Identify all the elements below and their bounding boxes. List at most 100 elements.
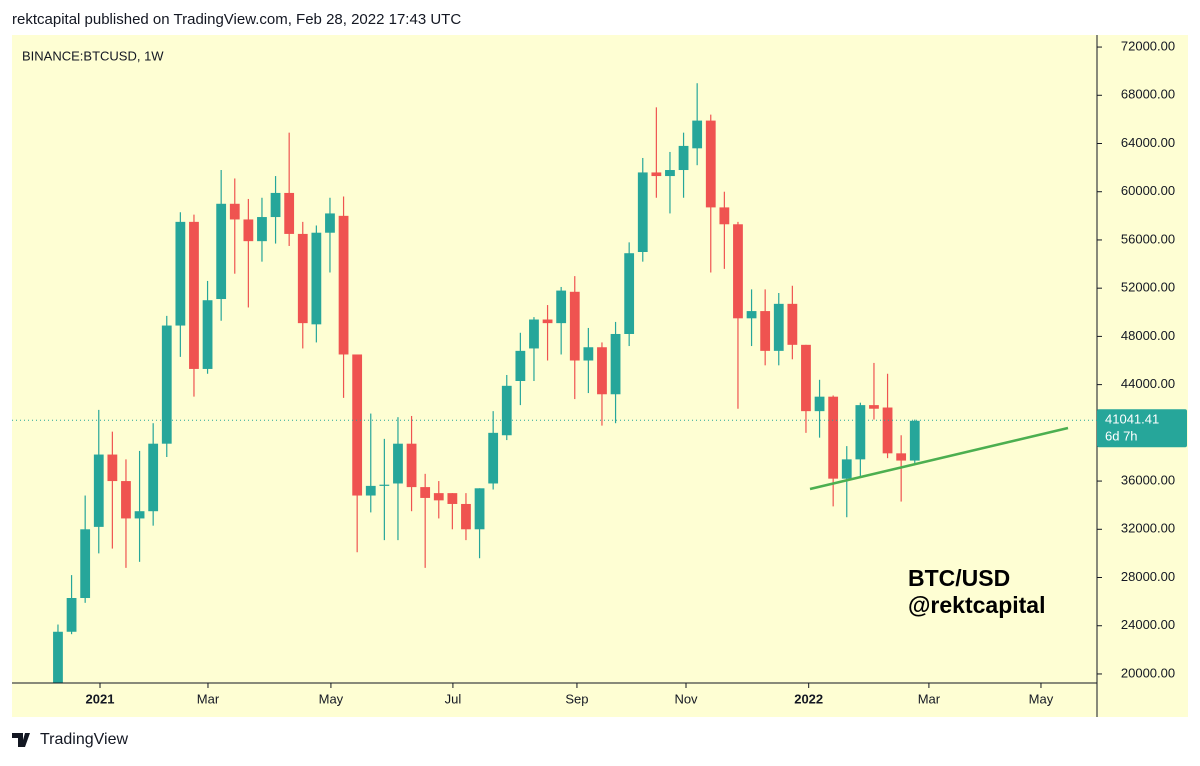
y-tick-label: 52000.00 (1121, 280, 1175, 295)
candle-body (692, 120, 703, 149)
candle-body (134, 511, 145, 519)
candle-body (909, 420, 920, 461)
candle-body (161, 325, 172, 444)
candle-body (80, 529, 91, 599)
candle-body (651, 172, 662, 177)
x-tick-label: 2021 (86, 691, 115, 706)
y-tick-label: 20000.00 (1121, 665, 1175, 680)
publish-header: rektcapital published on TradingView.com… (12, 11, 461, 28)
candle-body (705, 120, 716, 208)
y-tick-label: 28000.00 (1121, 569, 1175, 584)
candle-body (121, 481, 131, 519)
candle-body (869, 405, 879, 409)
candle-body (569, 291, 580, 361)
candle-body (814, 396, 825, 412)
tradingview-logo: TradingView (12, 731, 128, 748)
y-tick-label: 44000.00 (1121, 376, 1175, 391)
y-tick-label: 72000.00 (1121, 38, 1175, 53)
y-tick-label: 64000.00 (1121, 135, 1175, 150)
candle-body (828, 396, 839, 479)
candle-body (393, 443, 403, 484)
candle-body (542, 319, 553, 324)
candle-body (665, 170, 675, 177)
candle-body (515, 350, 526, 382)
last-price-badge (1097, 409, 1187, 448)
countdown-label: 6d 7h (1105, 429, 1138, 444)
trend-line (809, 426, 1069, 491)
candle-body (597, 347, 607, 395)
candle-body (896, 453, 907, 461)
candle-body (420, 487, 431, 498)
candle-body (474, 488, 485, 530)
candle-body (678, 145, 689, 171)
candle-body (257, 217, 267, 242)
candle-body (801, 344, 811, 412)
candle-body (637, 172, 648, 253)
candle-body (760, 311, 771, 351)
candle-body (66, 598, 77, 632)
y-tick-label: 60000.00 (1121, 183, 1175, 198)
candle-body (433, 493, 444, 501)
annotation: @rektcapital (908, 592, 1045, 618)
logo-icon (12, 733, 30, 747)
candle-body (175, 221, 186, 326)
candle-body (338, 215, 349, 355)
y-tick-label: 68000.00 (1121, 87, 1175, 102)
symbol-label: BINANCE:BTCUSD, 1W (22, 48, 164, 63)
candle-body (379, 484, 390, 486)
candle-body (229, 203, 240, 220)
candle-body (501, 385, 512, 436)
candle-body (297, 233, 308, 324)
candle-body (53, 631, 63, 683)
candle-body (447, 493, 458, 504)
candle-body (270, 192, 281, 218)
candle-body (488, 432, 499, 484)
candle-body (189, 221, 199, 369)
x-tick-label: Jul (445, 691, 462, 706)
grid (99, 46, 1102, 688)
logo-text[interactable]: TradingView (40, 731, 128, 748)
candle-body (583, 347, 594, 361)
candle-body (855, 405, 866, 460)
annotation: BTC/USD (908, 565, 1010, 591)
x-tick-label: May (319, 691, 344, 706)
candle-body (787, 303, 798, 345)
candle-body (624, 253, 635, 334)
candle-body (746, 311, 757, 319)
candle-body (243, 219, 254, 242)
candle-body (882, 407, 893, 454)
y-tick-label: 36000.00 (1121, 473, 1175, 488)
candle-body (202, 300, 213, 369)
last-price-label: 41041.41 (1105, 412, 1159, 427)
candle-body (93, 454, 104, 527)
y-tick-label: 24000.00 (1121, 617, 1175, 632)
y-tick-label: 48000.00 (1121, 328, 1175, 343)
x-tick-label: Sep (565, 691, 588, 706)
candle-body (352, 354, 363, 496)
candle-body (148, 443, 159, 512)
candle-body (284, 192, 295, 234)
candle-body (216, 203, 227, 300)
x-tick-label: Mar (197, 691, 220, 706)
candle-body (107, 454, 118, 482)
candle-body (610, 333, 621, 395)
candle-body (461, 503, 471, 530)
x-tick-label: May (1029, 691, 1054, 706)
candle-body (773, 303, 784, 351)
candle-body (719, 207, 730, 225)
candles (53, 83, 920, 683)
y-tick-label: 56000.00 (1121, 231, 1175, 246)
x-tick-label: 2022 (794, 691, 823, 706)
candle-body (325, 213, 335, 233)
candle-body (733, 224, 743, 319)
candle-body (556, 290, 567, 324)
candle-body (311, 232, 322, 325)
x-tick-label: Nov (674, 691, 698, 706)
x-tick-label: Mar (918, 691, 941, 706)
candle-body (529, 319, 539, 349)
y-tick-label: 32000.00 (1121, 521, 1175, 536)
candle-body (406, 443, 417, 488)
candle-body (365, 485, 376, 496)
